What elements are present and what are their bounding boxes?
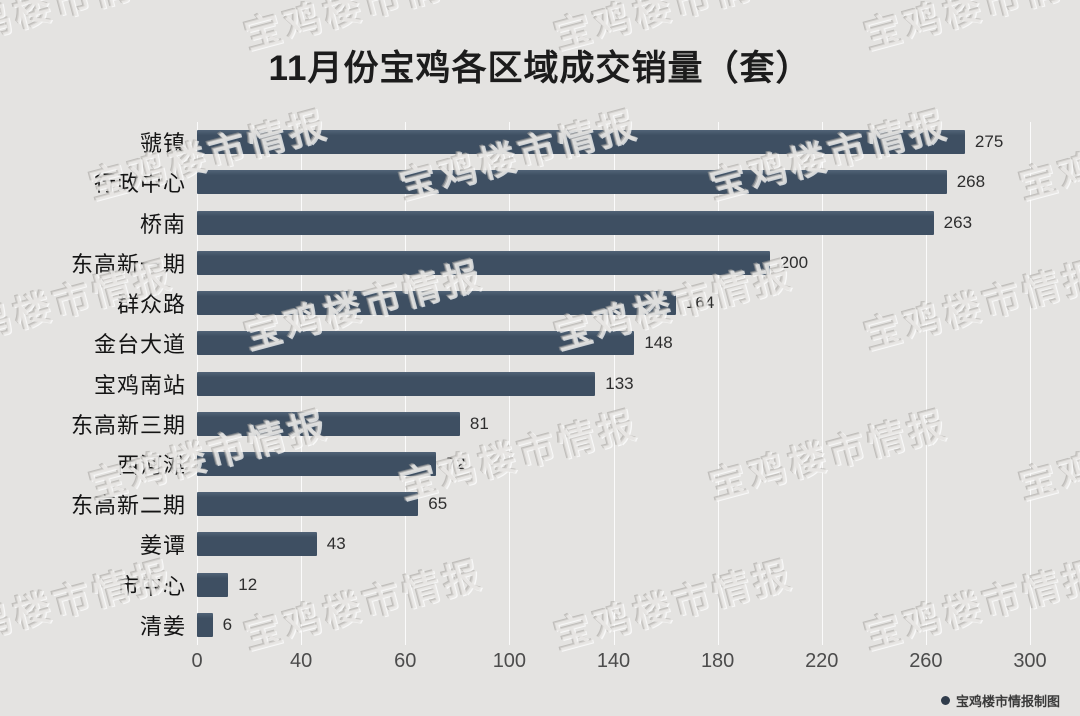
gridline (1030, 122, 1031, 645)
gridline (717, 122, 719, 645)
x-tick-label: 140 (596, 650, 631, 672)
x-tick-label: 260 (909, 650, 943, 672)
category-label: 西河滩 (116, 452, 186, 478)
category-label: 金台大道 (93, 332, 186, 358)
value-label: 43 (326, 534, 346, 554)
x-axis: 0 40 60 100 140 180 220 260 300 (191, 650, 1046, 680)
bar-row: 12 (197, 565, 1030, 605)
category-label: 桥南 (139, 211, 186, 237)
bar-row: 72 (197, 444, 1030, 484)
bar (197, 411, 460, 436)
value-label: 12 (238, 574, 258, 594)
bar-row: 81 (197, 404, 1030, 444)
category-label: 东高新一期 (70, 251, 186, 277)
category-label: 清姜 (139, 613, 186, 639)
value-label: 148 (644, 333, 673, 353)
value-label: 263 (943, 212, 973, 232)
value-label: 81 (469, 413, 489, 433)
x-tick-label: 180 (700, 650, 735, 672)
bar-row: 148 (197, 323, 1030, 363)
value-label: 200 (779, 252, 809, 272)
bar (197, 572, 229, 597)
category-label: 宝鸡南站 (93, 372, 186, 398)
chart-title: 11月份宝鸡各区域成交销量（套） (268, 49, 812, 88)
value-label: 275 (974, 132, 1004, 152)
category-label: 市中心 (116, 573, 186, 599)
bar (197, 130, 965, 155)
value-label: 72 (446, 453, 466, 473)
value-label: 6 (222, 614, 233, 634)
bar-row: 133 (197, 363, 1030, 403)
category-label: 虢镇 (139, 131, 186, 157)
bar (197, 291, 676, 316)
bar-row: 275 (197, 122, 1030, 162)
bar-row: 200 (197, 243, 1030, 283)
value-label: 65 (428, 494, 448, 514)
credit-bullet-icon (940, 696, 950, 705)
category-label: 东高新三期 (70, 412, 186, 438)
category-axis: 虢镇行政中心桥南东高新一期群众路金台大道宝鸡南站东高新三期西河滩东高新二期姜谭市… (0, 122, 186, 645)
x-tick-label: 300 (1013, 650, 1047, 672)
x-tick-label: 100 (492, 650, 527, 672)
bar (197, 331, 635, 356)
category-label: 行政中心 (93, 171, 186, 197)
bar (197, 612, 213, 637)
bar-row: 268 (197, 162, 1030, 202)
category-label: 姜谭 (139, 533, 186, 559)
bar-row: 263 (197, 202, 1030, 242)
value-label: 133 (605, 373, 634, 393)
credit-label: 宝鸡楼市情报制图 (955, 694, 1060, 709)
gridline (925, 122, 927, 645)
bar (197, 532, 317, 557)
category-label: 东高新二期 (70, 493, 186, 519)
value-label: 268 (956, 172, 986, 192)
bar (197, 492, 419, 517)
bar-row: 65 (197, 484, 1030, 524)
value-label: 164 (685, 293, 715, 313)
bar (197, 170, 947, 195)
bar (197, 371, 596, 396)
bar-row: 43 (197, 524, 1030, 564)
bar-row: 6 (197, 605, 1030, 645)
x-tick-label: 220 (805, 650, 839, 672)
gridline (613, 122, 615, 645)
bar-row: 164 (197, 283, 1030, 323)
credit: 宝鸡楼市情报制图 (940, 691, 1060, 710)
x-tick-label: 60 (394, 650, 417, 672)
x-tick-label: 40 (290, 650, 313, 672)
gridline (821, 122, 823, 645)
x-tick-label: 0 (191, 650, 203, 672)
bar (197, 250, 770, 275)
bar (197, 210, 934, 235)
bar (197, 451, 437, 476)
bar-rows: 275 268 263 200 164 148 133 81 72 65 43 12 6 (197, 122, 1030, 645)
category-label: 群众路 (116, 292, 186, 318)
